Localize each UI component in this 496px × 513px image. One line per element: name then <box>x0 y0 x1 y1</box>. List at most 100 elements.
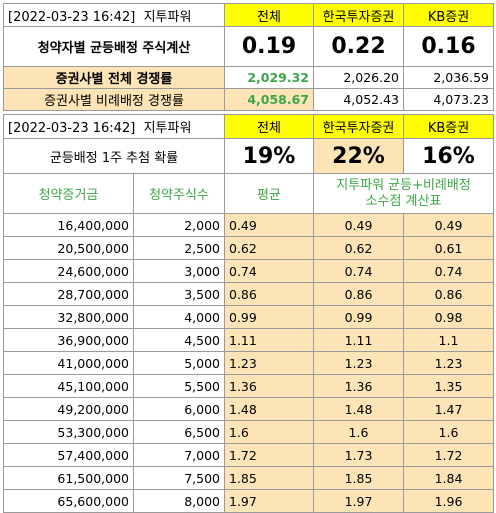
cell-hk: 0.49 <box>313 213 404 237</box>
cell-avg: 0.86 <box>224 282 314 306</box>
col-header-calc-line1: 지투파워 균등+비례배정 <box>336 177 471 193</box>
table2-title-cell: [2022-03-23 16:42] 지투파워 <box>3 114 225 139</box>
table-row: 32,800,000 4,000 0.99 0.99 0.98 <box>3 305 494 329</box>
cell-kb: 1.47 <box>403 397 494 421</box>
col-header-average: 평균 <box>224 173 314 214</box>
cell-shares: 4,000 <box>133 305 225 329</box>
competition-hankook-value: 2,026.20 <box>313 66 404 89</box>
table1-row-proportional: 증권사별 비례배정 경쟁률 4,058.67 4,052.43 4,073.23 <box>3 88 494 111</box>
cell-deposit: 24,600,000 <box>3 259 134 283</box>
cell-kb: 0.86 <box>403 282 494 306</box>
share-calc-table: [2022-03-23 16:42] 지투파워 전체 한국투자증권 KB증권 청… <box>3 3 494 111</box>
cell-hk: 1.6 <box>313 420 404 444</box>
cell-avg: 1.97 <box>224 489 314 513</box>
competition-total-value: 2,029.32 <box>224 66 314 89</box>
cell-deposit: 16,400,000 <box>3 213 134 237</box>
cell-kb: 0.74 <box>403 259 494 283</box>
cell-avg: 0.99 <box>224 305 314 329</box>
table1-row-shares: 청약자별 균등배정 주식계산 0.19 0.22 0.16 <box>3 26 494 67</box>
table1-header-row: [2022-03-23 16:42] 지투파워 전체 한국투자증권 KB증권 <box>3 3 494 27</box>
cell-hk: 1.97 <box>313 489 404 513</box>
cell-deposit: 41,000,000 <box>3 351 134 375</box>
table1-brand: 지투파워 <box>143 9 192 25</box>
col-header-deposit: 청약증거금 <box>3 173 134 214</box>
probability-kb-value: 16% <box>403 138 494 174</box>
cell-shares: 3,000 <box>133 259 225 283</box>
cell-kb: 1.6 <box>403 420 494 444</box>
cell-hk: 1.11 <box>313 328 404 352</box>
cell-shares: 3,500 <box>133 282 225 306</box>
shares-total-value: 0.19 <box>224 26 314 67</box>
row-shares-label: 청약자별 균등배정 주식계산 <box>3 26 225 67</box>
cell-shares: 4,500 <box>133 328 225 352</box>
cell-hk: 0.99 <box>313 305 404 329</box>
table-row: 45,100,000 5,500 1.36 1.36 1.35 <box>3 374 494 398</box>
table-row: 41,000,000 5,000 1.23 1.23 1.23 <box>3 351 494 375</box>
competition-kb-value: 2,036.59 <box>403 66 494 89</box>
col-header-calc-line2: 소수점 계산표 <box>365 193 442 209</box>
table-row: 24,600,000 3,000 0.74 0.74 0.74 <box>3 259 494 283</box>
table2-brand: 지투파워 <box>143 121 192 136</box>
table1-row-competition: 증권사별 전체 경쟁률 2,029.32 2,026.20 2,036.59 <box>3 66 494 89</box>
shares-kb-value: 0.16 <box>403 26 494 67</box>
cell-deposit: 49,200,000 <box>3 397 134 421</box>
cell-deposit: 57,400,000 <box>3 443 134 467</box>
cell-deposit: 53,300,000 <box>3 420 134 444</box>
cell-avg: 1.85 <box>224 466 314 490</box>
col-header-shares: 청약주식수 <box>133 173 225 214</box>
table2-column-header-row: 청약증거금 청약주식수 평균 지투파워 균등+비례배정 소수점 계산표 <box>3 173 494 214</box>
cell-kb: 0.49 <box>403 213 494 237</box>
table-row: 36,900,000 4,500 1.11 1.11 1.1 <box>3 328 494 352</box>
cell-shares: 8,000 <box>133 489 225 513</box>
table2-row-probability: 균등배정 1주 추첨 확률 19% 22% 16% <box>3 138 494 174</box>
cell-hk: 1.85 <box>313 466 404 490</box>
cell-avg: 1.72 <box>224 443 314 467</box>
cell-hk: 1.23 <box>313 351 404 375</box>
allocation-table: [2022-03-23 16:42] 지투파워 전체 한국투자증권 KB증권 균… <box>3 114 494 513</box>
col-header-calc: 지투파워 균등+비례배정 소수점 계산표 <box>313 173 494 214</box>
cell-kb: 1.84 <box>403 466 494 490</box>
cell-avg: 0.49 <box>224 213 314 237</box>
cell-deposit: 65,600,000 <box>3 489 134 513</box>
table-row: 61,500,000 7,500 1.85 1.85 1.84 <box>3 466 494 490</box>
cell-kb: 0.61 <box>403 236 494 260</box>
cell-shares: 7,500 <box>133 466 225 490</box>
table-row: 49,200,000 6,000 1.48 1.48 1.47 <box>3 397 494 421</box>
row-competition-label: 증권사별 전체 경쟁률 <box>3 66 225 89</box>
table-row: 65,600,000 8,000 1.97 1.97 1.96 <box>3 489 494 513</box>
cell-deposit: 32,800,000 <box>3 305 134 329</box>
proportional-hankook-value: 4,052.43 <box>313 88 404 111</box>
cell-kb: 1.72 <box>403 443 494 467</box>
shares-hankook-value: 0.22 <box>313 26 404 67</box>
table-row: 16,400,000 2,000 0.49 0.49 0.49 <box>3 213 494 237</box>
cell-hk: 0.74 <box>313 259 404 283</box>
table2-col-kb: KB증권 <box>403 114 494 139</box>
row-proportional-label: 증권사별 비례배정 경쟁률 <box>3 88 225 111</box>
cell-avg: 1.6 <box>224 420 314 444</box>
table1-title-cell: [2022-03-23 16:42] 지투파워 <box>3 3 225 27</box>
cell-hk: 1.48 <box>313 397 404 421</box>
cell-avg: 1.23 <box>224 351 314 375</box>
cell-deposit: 45,100,000 <box>3 374 134 398</box>
probability-total-value: 19% <box>224 138 314 174</box>
cell-kb: 1.23 <box>403 351 494 375</box>
table-row: 57,400,000 7,000 1.72 1.73 1.72 <box>3 443 494 467</box>
cell-shares: 2,000 <box>133 213 225 237</box>
table2-col-total: 전체 <box>224 114 314 139</box>
cell-avg: 1.36 <box>224 374 314 398</box>
table1-col-hankook: 한국투자증권 <box>313 3 404 27</box>
table1-col-kb: KB증권 <box>403 3 494 27</box>
cell-shares: 5,500 <box>133 374 225 398</box>
cell-avg: 0.74 <box>224 259 314 283</box>
table-row: 28,700,000 3,500 0.86 0.86 0.86 <box>3 282 494 306</box>
cell-kb: 0.98 <box>403 305 494 329</box>
cell-avg: 0.62 <box>224 236 314 260</box>
cell-shares: 7,000 <box>133 443 225 467</box>
table1-timestamp: [2022-03-23 16:42] <box>8 9 136 25</box>
table1-col-total: 전체 <box>224 3 314 27</box>
table2-header-row: [2022-03-23 16:42] 지투파워 전체 한국투자증권 KB증권 <box>3 114 494 139</box>
cell-kb: 1.1 <box>403 328 494 352</box>
table-row: 20,500,000 2,500 0.62 0.62 0.61 <box>3 236 494 260</box>
cell-deposit: 36,900,000 <box>3 328 134 352</box>
probability-hankook-value: 22% <box>313 138 404 174</box>
